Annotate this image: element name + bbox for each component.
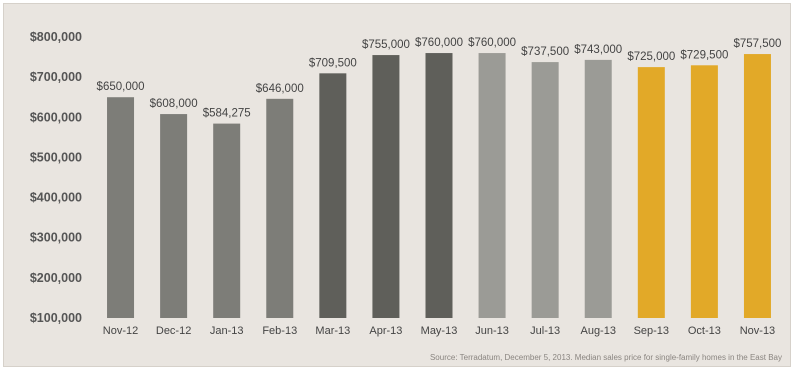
data-label: $650,000 bbox=[97, 81, 145, 93]
bar-may-13 bbox=[425, 53, 453, 319]
data-label: $757,500 bbox=[733, 38, 781, 50]
bar-mar-13 bbox=[319, 73, 347, 318]
bar-dec-12 bbox=[160, 114, 188, 319]
bar-apr-13 bbox=[372, 55, 400, 319]
x-tick-label: Sep-13 bbox=[634, 325, 669, 337]
x-tick-label: Dec-12 bbox=[156, 325, 191, 337]
data-label: $760,000 bbox=[468, 37, 516, 49]
data-label: $743,000 bbox=[574, 44, 622, 56]
y-tick-label: $200,000 bbox=[30, 271, 82, 285]
source-note: Source: Terradatum, December 5, 2013. Me… bbox=[429, 353, 782, 362]
bar-sep-13 bbox=[637, 67, 665, 318]
x-tick-label: Nov-12 bbox=[103, 325, 138, 337]
y-tick-label: $600,000 bbox=[30, 110, 82, 124]
x-tick-label: Mar-13 bbox=[315, 325, 350, 337]
x-tick-label: Apr-13 bbox=[369, 325, 402, 337]
data-label: $760,000 bbox=[415, 37, 463, 49]
bar-jul-13 bbox=[531, 62, 559, 318]
y-tick-label: $100,000 bbox=[30, 311, 82, 325]
x-tick-label: Nov-13 bbox=[740, 325, 775, 337]
bar-feb-13 bbox=[266, 98, 294, 318]
data-label: $646,000 bbox=[256, 83, 304, 95]
data-label: $709,500 bbox=[309, 57, 357, 69]
x-tick-label: Oct-13 bbox=[688, 325, 721, 337]
x-tick-label: May-13 bbox=[421, 325, 458, 337]
x-tick-label: Jul-13 bbox=[530, 325, 560, 337]
bar-nov-13 bbox=[743, 54, 771, 318]
y-tick-label: $400,000 bbox=[30, 191, 82, 205]
data-label: $608,000 bbox=[150, 98, 198, 110]
data-label: $755,000 bbox=[362, 39, 410, 51]
y-tick-label: $800,000 bbox=[30, 30, 82, 44]
x-tick-label: Jan-13 bbox=[210, 325, 244, 337]
y-tick-label: $300,000 bbox=[30, 231, 82, 245]
data-label: $737,500 bbox=[521, 46, 569, 58]
data-label: $725,000 bbox=[627, 51, 675, 63]
data-label: $729,500 bbox=[680, 49, 728, 61]
y-tick-label: $500,000 bbox=[30, 150, 82, 164]
x-tick-label: Aug-13 bbox=[580, 325, 615, 337]
bar-nov-12 bbox=[107, 97, 135, 318]
y-tick-label: $700,000 bbox=[30, 70, 82, 84]
x-tick-label: Jun-13 bbox=[475, 325, 509, 337]
bar-jan-13 bbox=[213, 123, 241, 318]
bar-jun-13 bbox=[478, 53, 506, 319]
chart-frame: $100,000 $200,000 $300,000 $400,000 $500,000… bbox=[3, 3, 791, 367]
x-tick-label: Feb-13 bbox=[262, 325, 297, 337]
bar-chart: $100,000 $200,000 $300,000 $400,000 $500,000… bbox=[30, 30, 782, 337]
bar-oct-13 bbox=[690, 65, 718, 318]
data-label: $584,275 bbox=[203, 108, 251, 120]
bar-aug-13 bbox=[584, 59, 612, 318]
